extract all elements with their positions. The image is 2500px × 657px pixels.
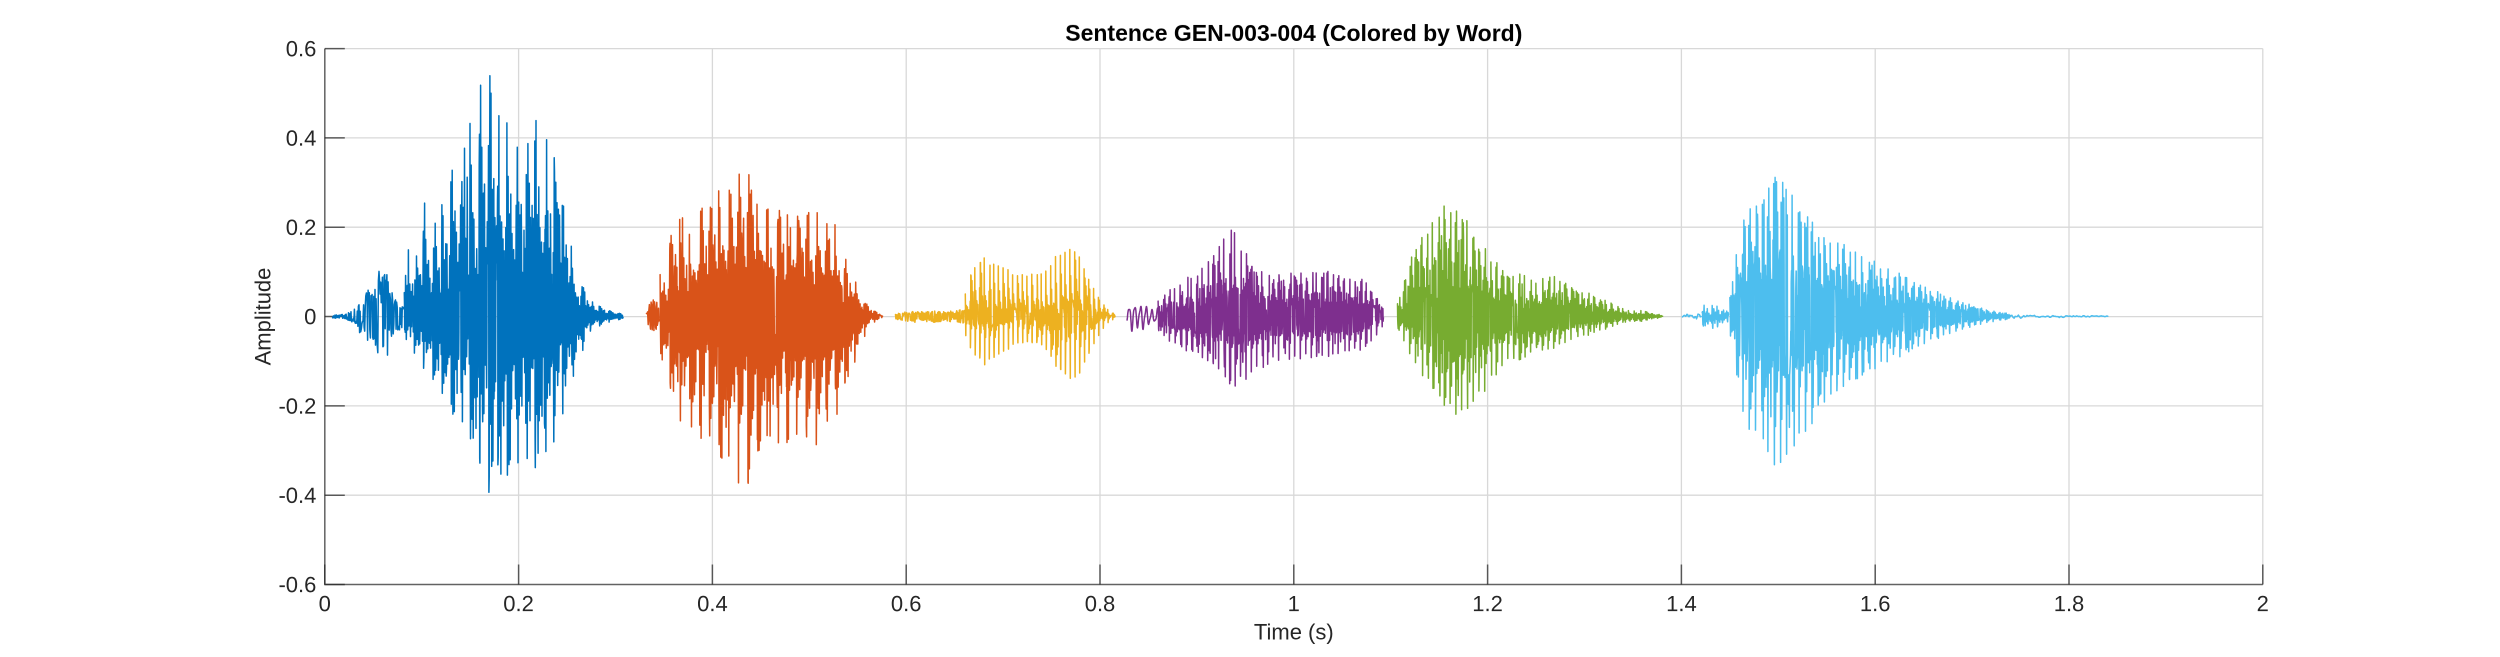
svg-text:0.8: 0.8: [1085, 591, 1116, 616]
svg-text:1: 1: [1288, 591, 1300, 616]
svg-text:1.8: 1.8: [2054, 591, 2085, 616]
svg-text:0.4: 0.4: [697, 591, 728, 616]
svg-text:Sentence GEN-003-004 (Colored: Sentence GEN-003-004 (Colored by Word): [1065, 20, 1522, 46]
svg-text:0.2: 0.2: [503, 591, 534, 616]
svg-text:-0.4: -0.4: [278, 483, 316, 508]
svg-text:0: 0: [304, 304, 316, 329]
svg-text:-0.2: -0.2: [278, 394, 316, 419]
svg-text:2: 2: [2257, 591, 2269, 616]
svg-text:0.6: 0.6: [891, 591, 922, 616]
svg-text:1.2: 1.2: [1472, 591, 1503, 616]
svg-text:-0.6: -0.6: [278, 572, 316, 597]
svg-text:1.4: 1.4: [1666, 591, 1697, 616]
svg-text:0.6: 0.6: [286, 36, 317, 61]
svg-text:0: 0: [319, 591, 331, 616]
svg-text:Time (s): Time (s): [1254, 619, 1334, 644]
svg-text:1.6: 1.6: [1860, 591, 1891, 616]
svg-text:0.4: 0.4: [286, 126, 317, 151]
svg-text:0.2: 0.2: [286, 215, 317, 240]
svg-text:Amplitude: Amplitude: [251, 268, 276, 366]
